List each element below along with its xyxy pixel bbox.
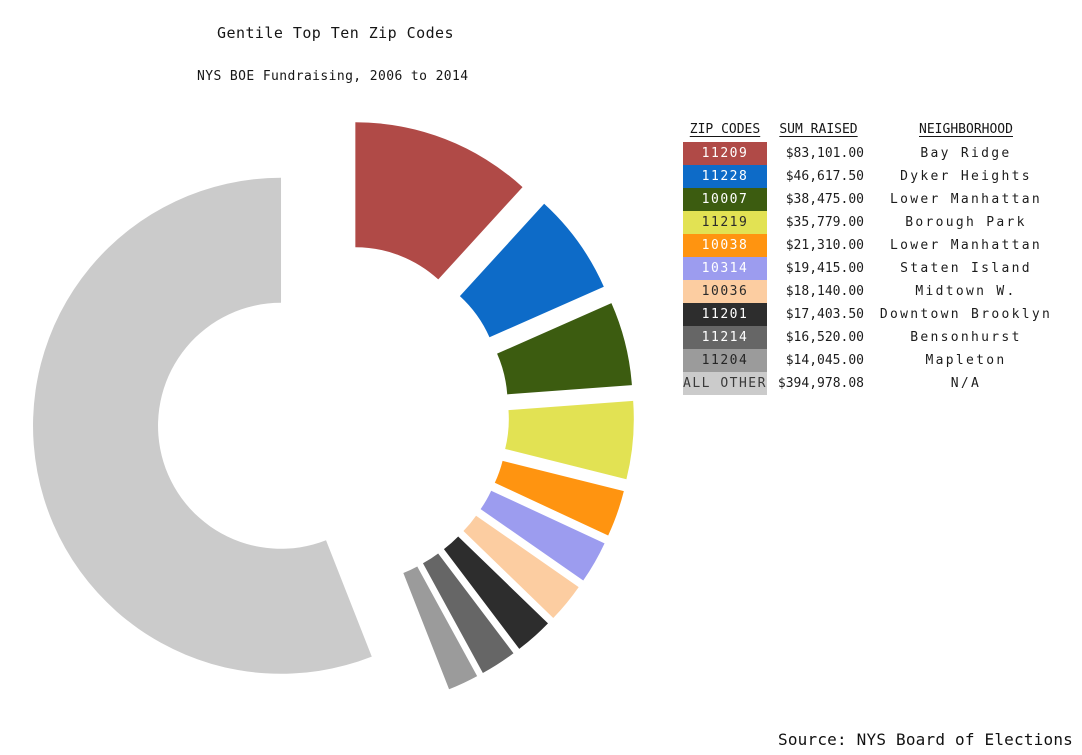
zip-swatch-cell: 10038 — [683, 234, 767, 257]
sum-raised-value: $16,520.00 — [785, 330, 864, 345]
legend-header-row: ZIP CODES SUM RAISED NEIGHBORHOOD — [683, 118, 1062, 142]
sum-raised-value: $18,140.00 — [785, 284, 864, 299]
wedge-10036 — [463, 515, 579, 618]
legend-header-zip-codes: ZIP CODES — [689, 122, 761, 137]
zip-swatch-cell: 11201 — [683, 303, 767, 326]
sum-raised-value: $21,310.00 — [785, 238, 864, 253]
neighborhood-value: N/A — [950, 376, 982, 391]
sum-raised-value: $19,415.00 — [785, 261, 864, 276]
table-row: 11204 $14,045.00 Mapleton — [683, 349, 1062, 372]
neighborhood-value: Midtown W. — [915, 284, 1017, 299]
legend-header-neighborhood: NEIGHBORHOOD — [919, 122, 1013, 137]
sum-raised-value: $394,978.08 — [777, 376, 864, 391]
zip-swatch-cell: 11214 — [683, 326, 767, 349]
zip-swatch-cell: 10007 — [683, 188, 767, 211]
neighborhood-value: Staten Island — [900, 261, 1032, 276]
zip-swatch-cell: ALL OTHER — [683, 372, 767, 395]
wedge-10038 — [494, 460, 624, 536]
table-row: 10038 $21,310.00 Lower Manhattan — [683, 234, 1062, 257]
neighborhood-value: Bay Ridge — [920, 146, 1012, 161]
wedge-11209 — [355, 122, 523, 280]
table-row: 10036 $18,140.00 Midtown W. — [683, 280, 1062, 303]
wedge-11228 — [459, 203, 604, 338]
neighborhood-value: Lower Manhattan — [890, 238, 1042, 253]
wedge-11219 — [505, 400, 634, 480]
sum-raised-value: $83,101.00 — [785, 146, 864, 161]
table-row: 10007 $38,475.00 Lower Manhattan — [683, 188, 1062, 211]
zip-swatch-cell: 11209 — [683, 142, 767, 165]
table-row: 10314 $19,415.00 Staten Island — [683, 257, 1062, 280]
sum-raised-value: $46,617.50 — [785, 169, 864, 184]
wedge-all-other — [33, 177, 372, 674]
page-subtitle: NYS BOE Fundraising, 2006 to 2014 — [197, 69, 469, 84]
neighborhood-value: Dyker Heights — [900, 169, 1032, 184]
sum-raised-value: $14,045.00 — [785, 353, 864, 368]
wedge-10007 — [497, 303, 632, 395]
table-row: 11214 $16,520.00 Bensonhurst — [683, 326, 1062, 349]
table-row: 11209 $83,101.00 Bay Ridge — [683, 142, 1062, 165]
wedge-10314 — [480, 490, 605, 581]
table-row: 11201 $17,403.50 Downtown Brooklyn — [683, 303, 1062, 326]
sum-raised-value: $17,403.50 — [785, 307, 864, 322]
legend-table: ZIP CODES SUM RAISED NEIGHBORHOOD 11209 $… — [683, 118, 1062, 395]
zip-swatch-cell: 11228 — [683, 165, 767, 188]
legend-header-sum-raised: SUM RAISED — [779, 122, 858, 137]
neighborhood-value: Downtown Brooklyn — [879, 307, 1053, 322]
zip-swatch-cell: 11219 — [683, 211, 767, 234]
wedge-11201 — [443, 536, 548, 649]
wedge-11214 — [422, 553, 514, 673]
table-row: ALL OTHER $394,978.08 N/A — [683, 372, 1062, 395]
zip-swatch-cell: 10036 — [683, 280, 767, 303]
page-title: Gentile Top Ten Zip Codes — [217, 24, 455, 42]
neighborhood-value: Mapleton — [925, 353, 1007, 368]
sum-raised-value: $35,779.00 — [785, 215, 864, 230]
sum-raised-value: $38,475.00 — [785, 192, 864, 207]
neighborhood-value: Lower Manhattan — [890, 192, 1042, 207]
zip-swatch-cell: 10314 — [683, 257, 767, 280]
source-note: Source: NYS Board of Elections — [778, 730, 1073, 749]
neighborhood-value: Bensonhurst — [910, 330, 1022, 345]
table-row: 11219 $35,779.00 Borough Park — [683, 211, 1062, 234]
wedge-11204 — [403, 566, 478, 690]
table-row: 11228 $46,617.50 Dyker Heights — [683, 165, 1062, 188]
zip-swatch-cell: 11204 — [683, 349, 767, 372]
neighborhood-value: Borough Park — [905, 215, 1027, 230]
legend-rows: 11209 $83,101.00 Bay Ridge 11228 $46,617.50 D… — [683, 142, 1062, 395]
